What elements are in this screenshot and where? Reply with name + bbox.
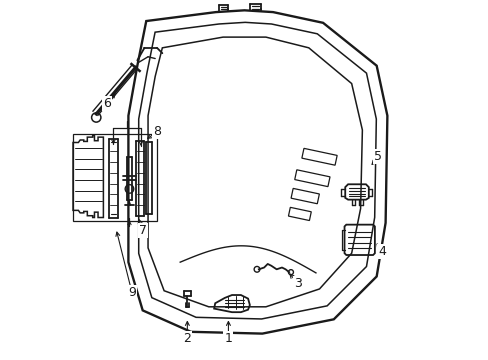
Text: 3: 3 [294,277,302,290]
Text: 4: 4 [377,245,385,258]
Text: 7: 7 [139,224,146,237]
Bar [73,134,157,221]
Text: 5: 5 [374,150,382,163]
Text: 9: 9 [128,286,136,299]
Text: 2: 2 [183,333,191,346]
Text: 8: 8 [153,125,161,138]
Text: 1: 1 [224,333,232,346]
Text: 6: 6 [103,97,111,110]
